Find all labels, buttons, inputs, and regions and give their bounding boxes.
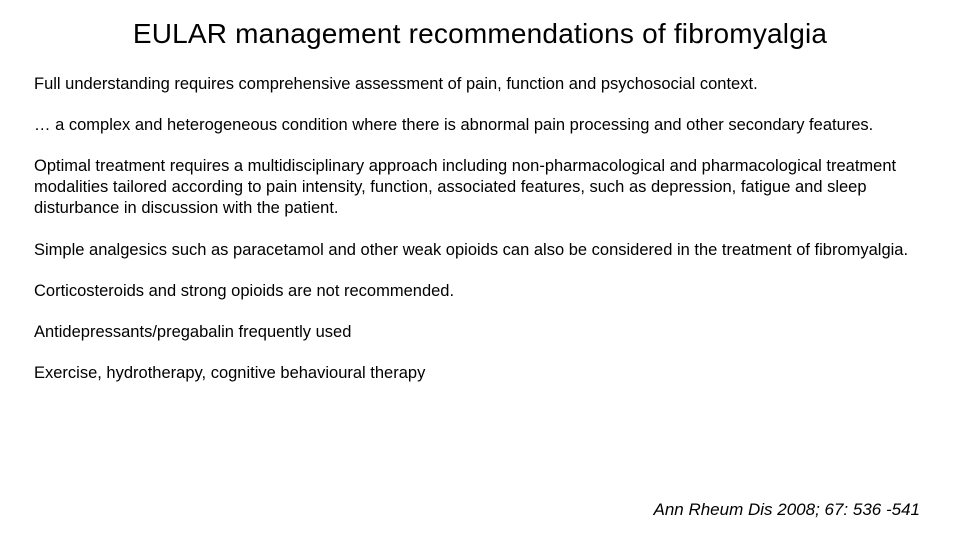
paragraph: … a complex and heterogeneous condition … bbox=[34, 115, 926, 136]
paragraph: Optimal treatment requires a multidiscip… bbox=[34, 156, 926, 219]
slide-title: EULAR management recommendations of fibr… bbox=[34, 18, 926, 50]
slide: EULAR management recommendations of fibr… bbox=[0, 0, 960, 540]
paragraph: Corticosteroids and strong opioids are n… bbox=[34, 281, 926, 302]
paragraph: Antidepressants/pregabalin frequently us… bbox=[34, 322, 926, 343]
slide-body: Full understanding requires comprehensiv… bbox=[34, 74, 926, 384]
citation: Ann Rheum Dis 2008; 67: 536 -541 bbox=[653, 500, 920, 520]
paragraph: Simple analgesics such as paracetamol an… bbox=[34, 240, 926, 261]
paragraph: Full understanding requires comprehensiv… bbox=[34, 74, 926, 95]
paragraph: Exercise, hydrotherapy, cognitive behavi… bbox=[34, 363, 926, 384]
